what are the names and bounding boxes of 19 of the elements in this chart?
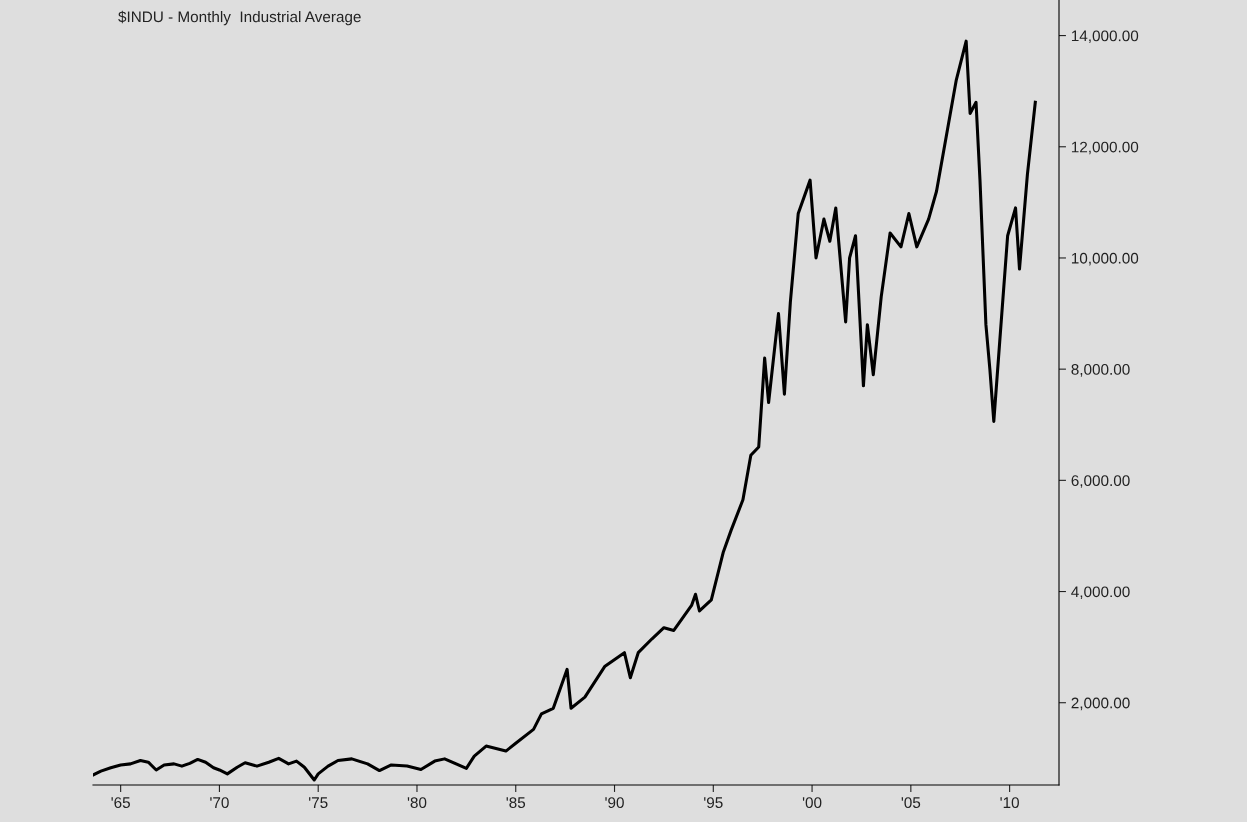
x-tick-label: '95 bbox=[704, 797, 723, 809]
y-tick-label: 8,000.00 bbox=[1071, 364, 1130, 377]
x-tick-label: '65 bbox=[111, 797, 130, 809]
x-tick-label: '00 bbox=[802, 797, 822, 809]
x-tick-label: '85 bbox=[506, 797, 526, 809]
text: $INDU - Monthly Industrial Average bbox=[118, 10, 361, 26]
y-tick-label: 4,000.00 bbox=[1071, 586, 1130, 600]
x-tick-label: '70 bbox=[210, 797, 229, 809]
y-tick-label: 6,000.00 bbox=[1071, 475, 1130, 488]
x-tick-label: '90 bbox=[605, 797, 624, 809]
x-tick-label: '75 bbox=[309, 797, 328, 809]
y-tick-label: 2,000.00 bbox=[1071, 697, 1130, 711]
y-tick-label: 14,000.00 bbox=[1071, 30, 1139, 44]
y-tick-label: 10,000.00 bbox=[1071, 252, 1139, 266]
x-tick-label: '05 bbox=[901, 797, 921, 809]
x-tick-label: '80 bbox=[407, 797, 427, 809]
y-tick-label: 12,000.00 bbox=[1071, 141, 1139, 155]
line-series bbox=[93, 39, 1037, 782]
x-tick-label: '10 bbox=[1000, 797, 1019, 809]
